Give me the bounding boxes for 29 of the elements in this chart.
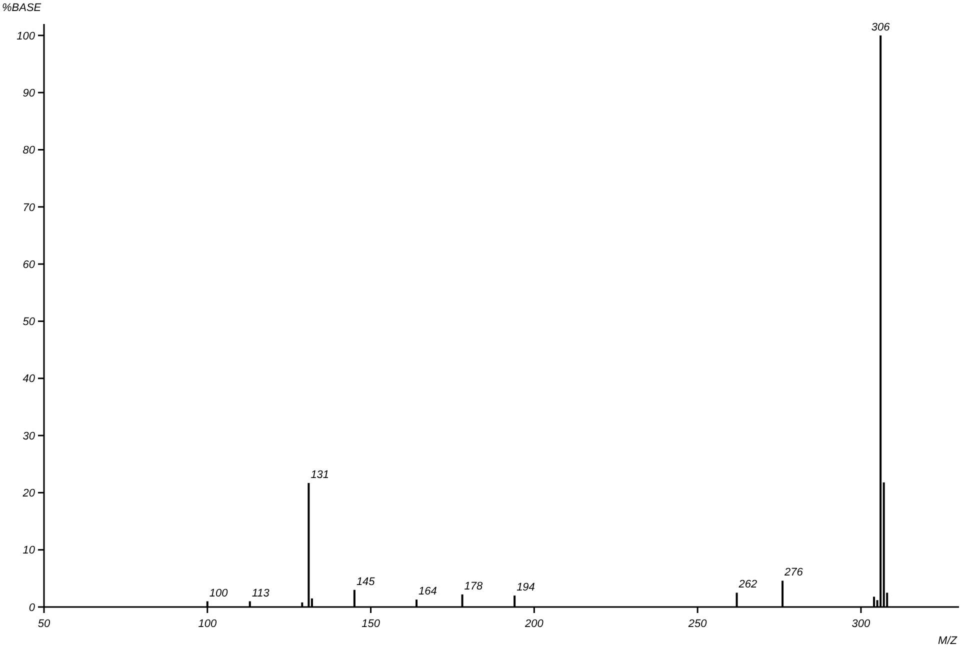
x-tick-label: 150 (362, 618, 381, 630)
y-axis-title: %BASE (2, 2, 42, 14)
y-tick-label: 100 (16, 30, 36, 42)
y-tick-label: 50 (22, 316, 36, 328)
x-tick-label: 50 (38, 618, 51, 630)
y-tick-label: 40 (22, 373, 36, 386)
y-tick-label: 10 (22, 544, 36, 557)
annotation: 306 (871, 21, 891, 34)
annotation: 145 (356, 576, 376, 588)
annotation: 113 (252, 587, 270, 600)
y-tick-label: 60 (22, 258, 36, 271)
y-tick-label: 70 (22, 202, 36, 214)
annotation: 262 (738, 578, 758, 591)
y-tick-label: 80 (22, 144, 36, 157)
annotation: 276 (784, 566, 804, 579)
x-tick-label: 200 (524, 618, 544, 630)
x-tick-label: 250 (687, 618, 708, 630)
x-axis-title: M/Z (938, 635, 958, 647)
y-tick-label: 0 (28, 602, 36, 614)
x-tick-label: 300 (852, 618, 872, 630)
annotation: 194 (516, 582, 535, 594)
x-tick-label: 100 (198, 618, 218, 630)
y-tick-label: 30 (22, 430, 36, 442)
y-tick-label: 20 (22, 488, 36, 500)
annotation: 178 (464, 580, 484, 592)
annotation: 164 (418, 586, 437, 598)
y-tick-label: 90 (22, 87, 36, 100)
annotation: 131 (310, 468, 330, 481)
annotation: 100 (209, 587, 229, 600)
